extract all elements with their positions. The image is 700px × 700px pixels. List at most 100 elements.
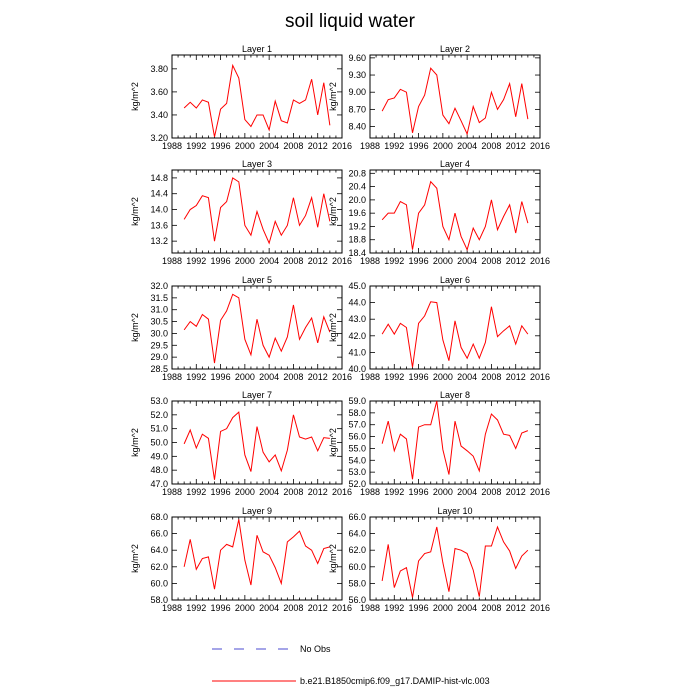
y-axis-label: kg/m^2 xyxy=(328,82,338,111)
y-tick-label: 59.0 xyxy=(348,396,366,406)
y-tick-label: 13.2 xyxy=(150,236,168,246)
y-tick-label: 58.0 xyxy=(348,408,366,418)
y-tick-label: 53.0 xyxy=(150,396,168,406)
x-tick-label: 2016 xyxy=(530,487,550,497)
x-tick-label: 1988 xyxy=(360,141,380,151)
x-tick-label: 2016 xyxy=(332,603,352,613)
y-tick-label: 9.30 xyxy=(348,70,366,80)
panel-title: Layer 5 xyxy=(242,275,272,285)
y-tick-label: 58.0 xyxy=(348,578,366,588)
y-tick-label: 3.20 xyxy=(150,133,168,143)
series-line xyxy=(183,519,330,590)
x-tick-label: 2012 xyxy=(506,141,526,151)
x-tick-label: 2012 xyxy=(506,487,526,497)
y-tick-label: 9.00 xyxy=(348,87,366,97)
x-tick-label: 1988 xyxy=(162,141,182,151)
x-tick-label: 1996 xyxy=(211,141,231,151)
x-tick-label: 2008 xyxy=(481,141,501,151)
x-tick-label: 2008 xyxy=(481,372,501,382)
x-tick-label: 2004 xyxy=(259,487,279,497)
x-tick-label: 2008 xyxy=(481,256,501,266)
y-tick-label: 29.0 xyxy=(150,352,168,362)
x-tick-label: 1996 xyxy=(211,372,231,382)
x-tick-label: 2012 xyxy=(308,141,328,151)
x-tick-label: 2004 xyxy=(457,256,477,266)
x-tick-label: 1992 xyxy=(384,256,404,266)
y-tick-label: 43.0 xyxy=(348,314,366,324)
x-tick-label: 1988 xyxy=(162,603,182,613)
x-tick-label: 2004 xyxy=(457,372,477,382)
x-tick-label: 1992 xyxy=(384,141,404,151)
y-tick-label: 44.0 xyxy=(348,298,366,308)
x-tick-label: 1992 xyxy=(384,372,404,382)
y-tick-label: 54.0 xyxy=(348,455,366,465)
x-tick-label: 2008 xyxy=(283,141,303,151)
panel-title: Layer 2 xyxy=(440,44,470,54)
y-tick-label: 53.0 xyxy=(348,467,366,477)
y-tick-label: 66.0 xyxy=(348,512,366,522)
y-tick-label: 31.0 xyxy=(150,305,168,315)
x-tick-label: 1988 xyxy=(360,487,380,497)
y-axis-label: kg/m^2 xyxy=(130,428,140,457)
x-tick-label: 2000 xyxy=(235,487,255,497)
y-tick-label: 52.0 xyxy=(348,479,366,489)
plot-frame xyxy=(369,285,541,370)
y-tick-label: 41.0 xyxy=(348,347,366,357)
x-tick-label: 1988 xyxy=(360,256,380,266)
y-tick-label: 48.0 xyxy=(150,465,168,475)
x-tick-label: 2016 xyxy=(530,256,550,266)
y-tick-label: 19.6 xyxy=(348,208,366,218)
y-tick-label: 20.8 xyxy=(348,168,366,178)
y-tick-label: 62.0 xyxy=(348,545,366,555)
x-tick-label: 2000 xyxy=(433,603,453,613)
x-tick-label: 2008 xyxy=(283,372,303,382)
x-tick-label: 2012 xyxy=(308,603,328,613)
x-tick-label: 2004 xyxy=(259,256,279,266)
x-tick-label: 2012 xyxy=(506,603,526,613)
y-tick-label: 8.70 xyxy=(348,104,366,114)
x-tick-label: 1996 xyxy=(409,372,429,382)
figure-title: soil liquid water xyxy=(285,11,416,32)
x-tick-label: 2016 xyxy=(530,372,550,382)
series-line xyxy=(381,67,529,136)
panel-layer-5: Layer 5 kg/m^2 1988 1992 1996 2000 2004 2008 201… xyxy=(130,275,352,382)
y-tick-label: 8.40 xyxy=(348,122,366,132)
y-tick-label: 18.8 xyxy=(348,235,366,245)
y-tick-label: 20.0 xyxy=(348,195,366,205)
x-tick-label: 1996 xyxy=(211,487,231,497)
x-tick-label: 1992 xyxy=(186,372,206,382)
x-tick-label: 2000 xyxy=(433,141,453,151)
y-tick-label: 20.4 xyxy=(348,182,366,192)
panel-title: Layer 8 xyxy=(440,390,470,400)
y-tick-label: 29.5 xyxy=(150,340,168,350)
y-tick-label: 60.0 xyxy=(348,562,366,572)
x-tick-label: 2000 xyxy=(433,372,453,382)
y-tick-label: 30.0 xyxy=(150,328,168,338)
x-tick-label: 2016 xyxy=(332,256,352,266)
legend-series-label: b.e21.B1850cmip6.f09_g17.DAMIP-hist-vlc.… xyxy=(300,676,490,686)
series-line xyxy=(183,293,331,364)
x-tick-label: 2016 xyxy=(332,141,352,151)
panel-layer-6: Layer 6 kg/m^2 1988 1992 1996 2000 2004 2008 201… xyxy=(328,275,550,382)
y-axis-label: kg/m^2 xyxy=(328,197,338,226)
x-tick-label: 1996 xyxy=(211,603,231,613)
panel-layer-7: Layer 7 kg/m^2 1988 1992 1996 2000 2004 2008 201… xyxy=(130,390,352,497)
y-tick-label: 14.4 xyxy=(150,189,168,199)
plot-frame xyxy=(369,400,541,485)
x-tick-label: 2004 xyxy=(259,141,279,151)
y-tick-label: 58.0 xyxy=(150,595,168,605)
series-line xyxy=(381,525,529,598)
panel-layer-8: Layer 8 kg/m^2 1988 1992 1996 2000 2004 2008 201… xyxy=(328,390,550,497)
y-tick-label: 9.60 xyxy=(348,53,366,63)
x-tick-label: 2012 xyxy=(308,256,328,266)
x-tick-label: 1992 xyxy=(384,487,404,497)
panel-title: Layer 6 xyxy=(440,275,470,285)
y-tick-label: 49.0 xyxy=(150,451,168,461)
y-axis-label: kg/m^2 xyxy=(328,428,338,457)
y-tick-label: 3.80 xyxy=(150,64,168,74)
y-tick-label: 31.5 xyxy=(150,293,168,303)
x-tick-label: 2012 xyxy=(506,256,526,266)
y-tick-label: 60.0 xyxy=(150,578,168,588)
legend-no-obs-label: No Obs xyxy=(300,644,331,654)
panel-title: Layer 10 xyxy=(437,506,472,516)
